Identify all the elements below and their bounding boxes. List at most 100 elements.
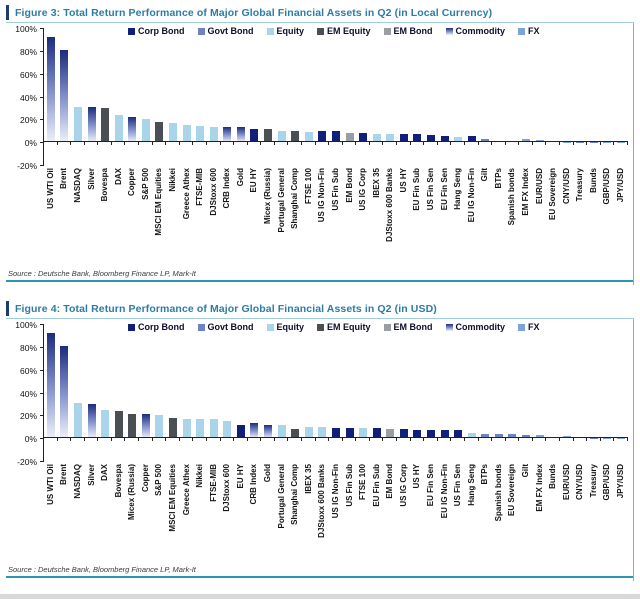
x-axis-label: EU IG Non-Fin [466,168,476,223]
x-axis-tick [273,141,275,145]
x-axis-label: Copper [140,464,150,492]
x-axis-tick [477,141,479,145]
x-axis-label: Silver [86,168,96,190]
bar-column: DJStoxx 600 Banks [316,324,330,561]
figure4-header: Figure 4: Total Return Performance of Ma… [6,301,634,316]
bar [331,131,340,143]
bar [209,126,218,143]
bar-column: Greece Athex [180,28,194,265]
bar [73,402,82,439]
bar-column: Shanghai Comp [288,28,302,265]
figure-bottom-border [6,576,634,578]
bar-column: EU IG Non-Fin [465,28,479,265]
bar [182,125,191,143]
y-axis-tick [40,324,44,325]
bar-column: CRB Index [248,324,262,561]
source-note: Source : Deutsche Bank, Bloomberg Financ… [8,269,196,278]
bar-column: EU HY [234,324,248,561]
source-note: Source : Deutsche Bank, Bloomberg Financ… [8,565,196,574]
bar [236,127,245,143]
y-axis-tick [40,96,44,98]
legend: Corp Bond Govt Bond Equity EM Equity EM Bond… [128,26,540,36]
x-axis-tick [138,437,140,441]
legend-swatch-icon [266,27,274,35]
bar [196,125,205,143]
x-axis-label: EU Sovereign [548,168,558,221]
bar [522,434,531,439]
bar [114,114,123,143]
x-axis-label: EM FX Index [534,464,544,512]
bar-column: Copper [125,28,140,265]
x-axis-tick [572,141,574,145]
bar-column: US IG Non-Fin [329,324,343,561]
report-page: Figure 3: Total Return Performance of Ma… [6,5,634,581]
x-axis-label: EUR/USD [561,464,571,501]
bar [73,106,82,143]
x-axis-label: US Fin Sub [330,168,340,211]
x-axis-label: Greece Athex [181,168,191,220]
bar-column: FTSE 100 [356,324,370,561]
bar [481,433,490,439]
x-axis-label: MSCI EM Equities [167,464,177,532]
x-axis-tick [504,141,506,145]
legend-label: Corp Bond [138,26,185,36]
bar [454,137,463,143]
bar-column: MSCI EM Equities [153,28,167,265]
x-axis-tick [233,437,235,441]
x-axis-tick [300,437,302,441]
x-axis-label: Bovespa [113,464,123,498]
x-axis-tick [558,437,560,441]
figure-bottom-border [6,280,634,282]
x-axis-label: GBP/USD [602,168,612,205]
x-axis-label: CRB Index [222,168,232,209]
bar-column: EU Fin Sub [370,324,384,561]
x-axis-tick [613,437,615,441]
bar-column: IBEX 35 [302,324,316,561]
bar [454,430,463,439]
title-divider [6,318,634,319]
bar-column: NASDAQ [71,324,85,561]
bar [386,133,395,143]
bar [60,345,69,439]
y-axis-tick [40,369,44,371]
y-axis-label: 60% [19,365,37,376]
x-axis-tick [83,437,85,441]
x-axis-label: FTSE-MIB [195,168,205,206]
x-axis-label: Gilt [521,464,531,478]
legend-label: EM Bond [393,26,433,36]
x-axis-label: GBP/USD [602,464,612,501]
x-axis-label: EU Fin Sub [412,168,422,211]
x-axis-tick [328,141,330,145]
legend-swatch-icon [445,27,453,35]
x-axis-label: CNY/USD [561,168,571,205]
legend-swatch-icon [266,323,274,331]
x-axis-label: EU Fin Sub [371,464,381,507]
bar [413,429,422,439]
x-axis-tick [463,437,465,441]
bar [399,429,408,439]
bar-column: FTSE-MIB [207,324,221,561]
legend-item-equity: Equity [266,322,304,332]
figure3-panel: Figure 3: Total Return Performance of Ma… [6,5,634,285]
x-axis-label: FTSE 100 [358,464,368,501]
x-axis-label: Shanghai Comp [290,464,300,525]
legend-item-corp_bond: Corp Bond [128,26,185,36]
bar-column: US IG Non-Fin [316,28,330,265]
x-axis-label: US Fin Sub [344,464,354,507]
x-axis-tick [124,141,126,145]
y-axis-tick [40,415,44,417]
x-axis-tick [626,437,628,441]
x-axis-label: FTSE-MIB [208,464,218,502]
bar [196,419,205,439]
x-axis-tick [450,141,452,145]
x-axis-tick [70,141,72,145]
x-axis-tick [165,141,167,145]
legend-swatch-icon [317,323,325,331]
x-axis-label: Treasury [575,168,585,202]
legend-label: Corp Bond [138,322,185,332]
legend-item-em_bond: EM Bond [383,322,433,332]
x-axis-tick [246,437,248,441]
bar-column: Treasury [587,324,601,561]
x-axis-tick [491,141,493,145]
x-axis-tick [151,141,153,145]
